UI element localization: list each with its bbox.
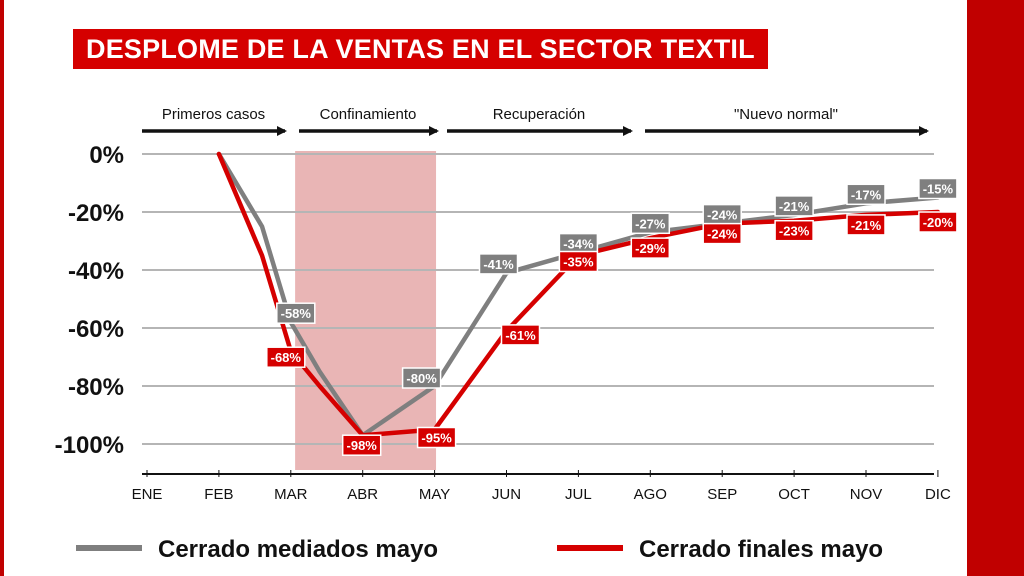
right-accent-bar [967,0,1024,576]
x-tick-label: MAR [274,486,308,503]
data-label-box [630,212,671,235]
data-label-mediados: -80% [401,367,442,389]
data-label-text: -98% [347,438,378,453]
x-tick-label: NOV [850,486,883,503]
data-label-box [918,177,958,200]
chart-title: DESPLOME DE LA VENTAS EN EL SECTOR TEXTI… [73,29,768,69]
data-label-box [846,183,886,206]
data-label-text: -61% [505,328,536,343]
data-label-text: -34% [563,237,594,252]
data-label-box [702,222,742,245]
data-label-box [478,253,519,275]
data-label-finales: -61% [500,324,541,346]
data-label-box [774,195,814,217]
data-label-finales: -23% [774,219,814,242]
data-label-finales: -29% [630,237,671,259]
data-label-text: -35% [563,255,594,270]
data-label-text: -20% [923,215,954,230]
data-label-box [401,367,442,389]
phase-label: Recuperación [493,106,586,123]
data-label-box [774,219,814,242]
data-label-finales: -68% [266,346,306,368]
data-label-finales: -35% [558,250,599,273]
data-label-text: -17% [851,187,882,202]
x-tick-label: ENE [132,486,163,503]
data-label-box [341,434,382,456]
phase-label: Confinamiento [320,106,417,123]
data-label-text: -68% [271,350,302,365]
data-label-mediados: -21% [774,195,814,217]
data-label-mediados: -34% [558,232,599,255]
data-label-mediados: -24% [702,203,742,226]
y-tick-label: 0% [89,142,124,169]
x-tick-label: AGO [634,486,667,503]
data-label-text: -58% [281,306,312,321]
data-label-text: -41% [483,257,514,272]
data-label-box [416,426,457,449]
data-label-box [266,346,306,368]
data-label-text: -80% [406,371,437,386]
legend-gray-label: Cerrado mediados mayo [158,536,438,563]
data-label-text: -21% [779,199,810,214]
phase-label: Primeros casos [162,106,265,123]
data-label-mediados: -15% [918,177,958,200]
data-label-mediados: -17% [846,183,886,206]
x-tick-label: DIC [925,486,951,503]
data-label-box [630,237,671,259]
confinement-shaded-region [295,151,437,470]
data-label-finales: -20% [918,211,958,233]
data-label-text: -23% [779,224,810,239]
x-tick-label: ABR [347,486,378,503]
y-tick-label: -60% [68,316,124,343]
x-tick-label: FEB [204,486,233,503]
data-label-finales: -95% [416,426,457,449]
data-label-mediados: -41% [478,253,519,275]
x-tick-label: JUN [492,486,521,503]
data-label-text: -24% [707,227,738,242]
data-label-mediados: -27% [630,212,671,235]
data-label-text: -27% [635,216,666,231]
data-label-box [846,214,886,236]
y-tick-label: -20% [68,200,124,227]
x-tick-label: OCT [778,486,810,503]
data-label-text: -95% [421,431,452,446]
x-tick-label: SEP [707,486,737,503]
y-tick-label: -100% [55,432,124,459]
y-tick-label: -40% [68,258,124,285]
data-label-text: -24% [707,208,738,223]
x-tick-label: MAY [419,486,450,503]
data-label-mediados: -58% [276,302,316,324]
y-tick-label: -80% [68,374,124,401]
data-label-box [918,211,958,233]
data-label-box [500,324,541,346]
data-label-text: -15% [923,182,954,197]
data-label-text: -29% [635,241,666,256]
left-accent-bar [0,0,4,576]
x-tick-label: JUL [565,486,592,503]
data-label-finales: -21% [846,214,886,236]
data-label-finales: -24% [702,222,742,245]
data-label-box [558,250,599,273]
legend-red-label: Cerrado finales mayo [639,536,883,563]
data-label-finales: -98% [341,434,382,456]
data-label-text: -21% [851,218,882,233]
data-label-box [276,302,316,324]
phase-label: "Nuevo normal" [734,106,838,123]
